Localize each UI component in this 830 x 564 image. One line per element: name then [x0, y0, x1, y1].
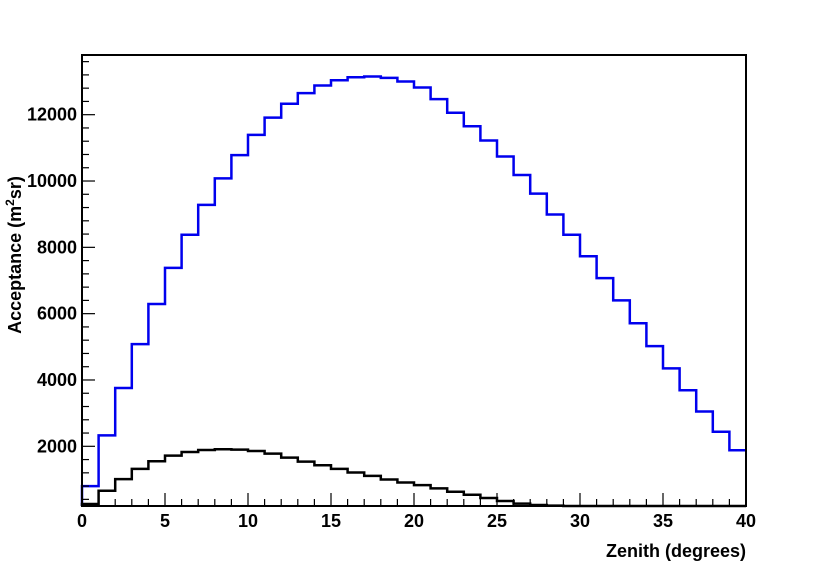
plot-frame	[81, 54, 747, 507]
plot-background	[82, 55, 746, 506]
y-tick-label: 4000	[37, 370, 77, 390]
y-axis-title-suffix: sr)	[5, 176, 25, 199]
x-tick-label: 0	[77, 511, 87, 531]
histogram-series-1	[80, 75, 746, 506]
x-tick-label: 25	[487, 511, 507, 531]
tick-labels-layer: 0 5 10 15 20 25 30 35 40 2000 4000 6000 8000 10000 120…	[27, 105, 756, 531]
y-tick-label: 8000	[37, 237, 77, 257]
y-tick-label: 2000	[37, 436, 77, 456]
y-tick-label: 12000	[27, 105, 77, 125]
y-axis-title-superscript: 2	[3, 199, 17, 206]
axis-ticks-layer	[81, 61, 747, 506]
y-axis-title-prefix: Acceptance (m	[5, 206, 25, 334]
x-tick-label: 20	[404, 511, 424, 531]
x-axis-title: Zenith (degrees)	[606, 541, 746, 561]
x-tick-label: 5	[160, 511, 170, 531]
y-axis-title: Acceptance (m2sr)	[3, 176, 25, 334]
y-tick-label: 6000	[37, 304, 77, 324]
y-tick-label: 10000	[27, 171, 77, 191]
x-tick-label: 10	[238, 511, 258, 531]
x-tick-label: 40	[736, 511, 756, 531]
x-tick-label: 15	[321, 511, 341, 531]
x-tick-label: 30	[570, 511, 590, 531]
x-tick-label: 35	[653, 511, 673, 531]
